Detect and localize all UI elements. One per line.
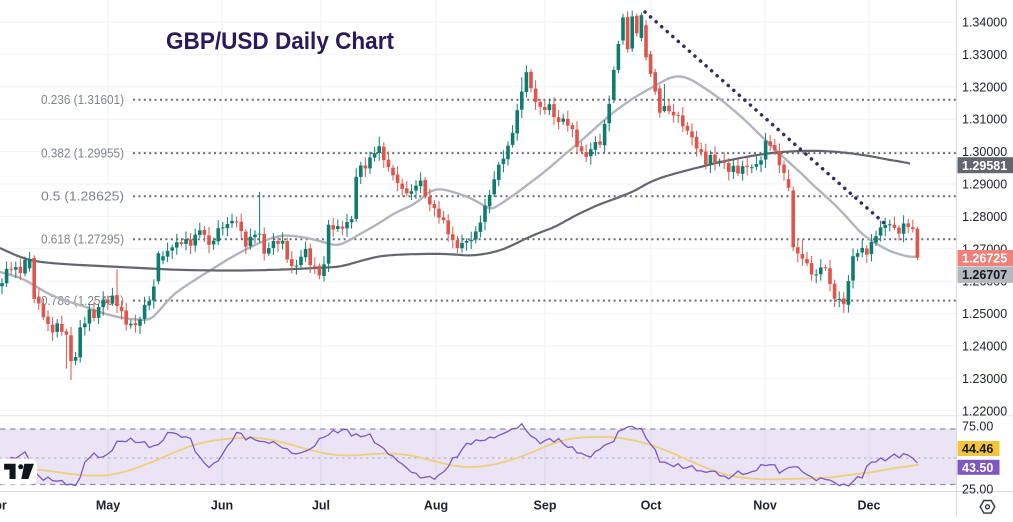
svg-text:25.00: 25.00 bbox=[962, 483, 993, 497]
svg-text:43.50: 43.50 bbox=[962, 461, 993, 475]
svg-text:1.29000: 1.29000 bbox=[962, 178, 1007, 192]
svg-text:0.5 (1.28625): 0.5 (1.28625) bbox=[41, 189, 124, 204]
svg-text:1.33000: 1.33000 bbox=[962, 48, 1007, 62]
svg-text:Oct: Oct bbox=[641, 499, 663, 513]
svg-text:Dec: Dec bbox=[858, 499, 881, 513]
svg-text:1.31000: 1.31000 bbox=[962, 113, 1007, 127]
svg-text:44.46: 44.46 bbox=[962, 442, 993, 456]
svg-text:GBP/USD Daily Chart: GBP/USD Daily Chart bbox=[166, 28, 394, 55]
svg-text:1.34000: 1.34000 bbox=[962, 16, 1007, 30]
svg-text:1.22000: 1.22000 bbox=[962, 404, 1007, 418]
svg-text:0.618 (1.27295): 0.618 (1.27295) bbox=[41, 232, 124, 247]
svg-text:1.24000: 1.24000 bbox=[962, 340, 1007, 354]
svg-text:1.30000: 1.30000 bbox=[962, 145, 1007, 159]
svg-text:1.23000: 1.23000 bbox=[962, 372, 1007, 386]
svg-text:0.236 (1.31601): 0.236 (1.31601) bbox=[41, 92, 124, 107]
svg-text:1.28000: 1.28000 bbox=[962, 210, 1007, 224]
svg-text:Sep: Sep bbox=[534, 499, 557, 513]
svg-text:1.32000: 1.32000 bbox=[962, 80, 1007, 94]
svg-text:1.25000: 1.25000 bbox=[962, 307, 1007, 321]
svg-text:Nov: Nov bbox=[753, 499, 777, 513]
svg-text:1.26725: 1.26725 bbox=[962, 252, 1007, 266]
svg-text:Jul: Jul bbox=[312, 499, 330, 513]
svg-text:Aug: Aug bbox=[424, 499, 448, 513]
svg-text:0.382 (1.29955): 0.382 (1.29955) bbox=[41, 146, 124, 161]
svg-text:Jun: Jun bbox=[211, 499, 233, 513]
svg-text:75.00: 75.00 bbox=[962, 420, 993, 434]
svg-text:May: May bbox=[96, 499, 120, 513]
svg-text:1.26707: 1.26707 bbox=[962, 268, 1007, 282]
svg-text:1.29581: 1.29581 bbox=[962, 159, 1007, 173]
svg-text:Apr: Apr bbox=[0, 499, 7, 513]
